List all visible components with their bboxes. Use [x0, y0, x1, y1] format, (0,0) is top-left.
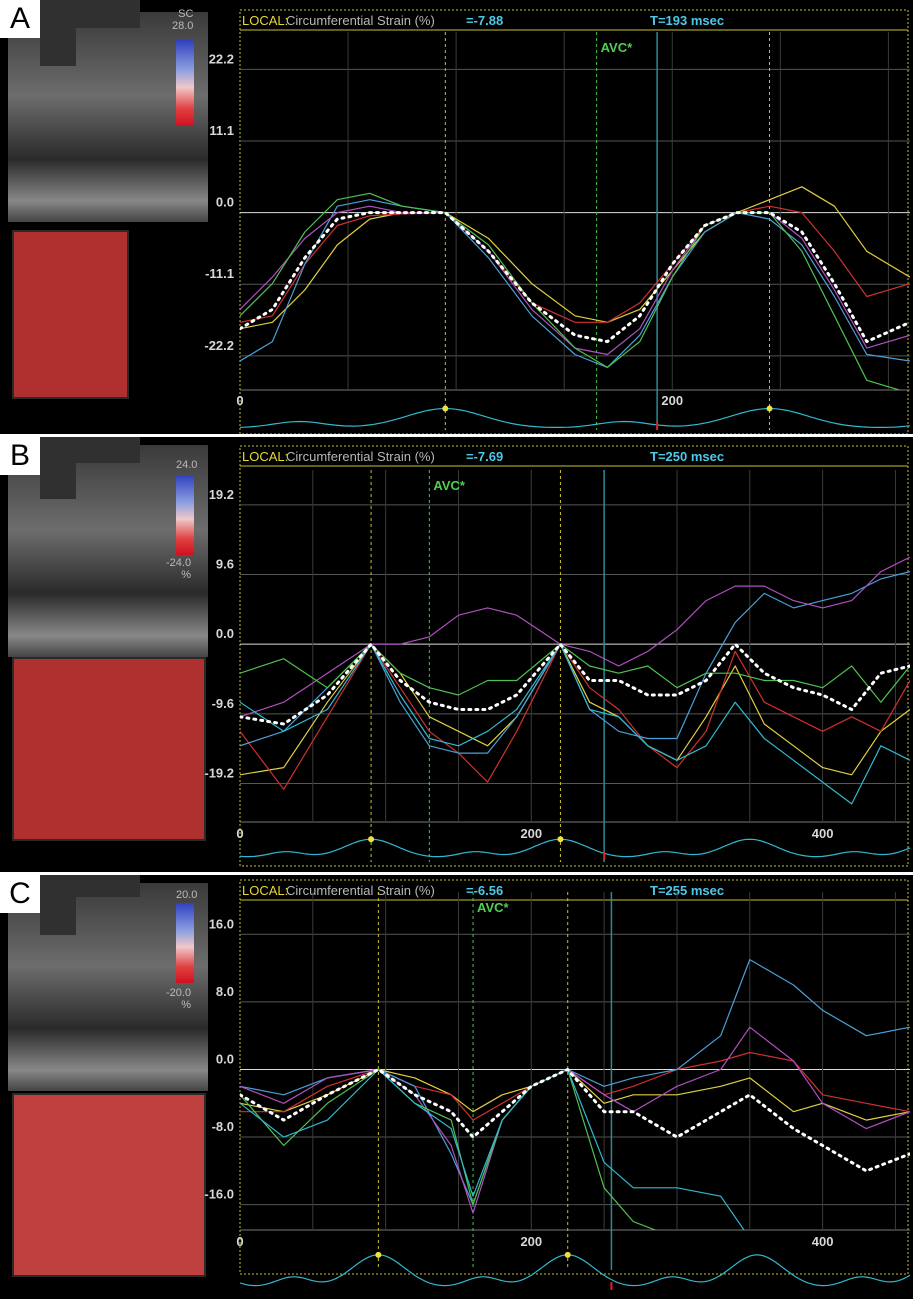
y-tick-label: -11.1 [205, 266, 234, 281]
plot-frame [239, 899, 909, 1275]
mmode-image [12, 657, 206, 841]
y-tick-label: 8.0 [216, 984, 234, 999]
header-title: Circumferential Strain (%) [286, 13, 435, 28]
header-value: =-7.88 [466, 13, 503, 28]
y-tick-label: 9.6 [216, 557, 234, 572]
avc-label: AVC* [477, 900, 509, 915]
ecg-marker-dot [766, 405, 773, 412]
header-title: Circumferential Strain (%) [286, 449, 435, 464]
panel-label: A [0, 0, 40, 38]
ecg-marker-dot [557, 836, 564, 843]
header-value: =-7.69 [466, 449, 503, 464]
avc-label: AVC* [601, 40, 633, 55]
y-tick-label: 11.1 [209, 123, 234, 138]
panel-label: C [0, 875, 40, 913]
plot-frame [239, 465, 909, 867]
scale-bottom-label: -20.0 % [166, 987, 192, 1011]
panel-b: B 24.0 -24.0 % LOCAL: Circumferential Str… [0, 437, 913, 872]
x-tick-label: 0 [236, 826, 243, 841]
ecg-trace [239, 838, 911, 858]
y-tick-label: -16.0 [204, 1187, 234, 1202]
segment-strain-line [240, 205, 910, 323]
y-tick-label: -9.6 [212, 696, 234, 711]
y-tick-label: 0.0 [216, 1051, 234, 1066]
scale-top-label: 20.0 [176, 889, 198, 901]
segment-strain-line [240, 643, 910, 790]
segment-strain-line [240, 1068, 657, 1230]
y-tick-label: 0.0 [216, 195, 234, 210]
segment-strain-line [240, 192, 902, 390]
color-scale [176, 903, 194, 983]
panel-label: B [0, 437, 40, 475]
mmode-image [12, 230, 129, 399]
x-tick-label: 200 [520, 826, 542, 841]
scale-top-label: SC 28.0 [172, 8, 194, 32]
y-tick-label: -8.0 [212, 1119, 234, 1134]
plot-frame [239, 29, 909, 434]
ecg-marker-dot [368, 836, 375, 843]
segment-strain-line [240, 199, 910, 368]
segment-strain-line [240, 643, 910, 805]
segment-strain-line [240, 205, 910, 356]
segment-strain-line [240, 643, 910, 703]
header-prefix: LOCAL: [242, 449, 288, 464]
scale-top-label: 24.0 [176, 459, 198, 471]
ecg-marker-dot [564, 1251, 571, 1258]
time-label: T=255 msec [650, 883, 724, 898]
panel-tab [40, 463, 76, 499]
segment-strain-line [240, 556, 910, 718]
panel-tab [40, 28, 76, 66]
panel-a: A SC 28.0 LOCAL: Circumferential Strain (… [0, 0, 913, 434]
x-tick-label: 400 [812, 1234, 834, 1249]
y-tick-label: -19.2 [204, 766, 234, 781]
y-tick-label: 16.0 [209, 916, 234, 931]
header-value: =-6.56 [466, 883, 503, 898]
y-tick-label: 0.0 [216, 626, 234, 641]
scale-bottom-label: -24.0 % [166, 557, 192, 581]
x-tick-label: 400 [812, 826, 834, 841]
panel-tab [40, 897, 76, 935]
y-tick-label: 19.2 [209, 487, 234, 502]
panel-c: C 20.0 -20.0 % LOCAL: Circumferential Str… [0, 875, 913, 1299]
header-prefix: LOCAL: [242, 883, 288, 898]
color-scale [176, 40, 194, 126]
x-tick-label: 200 [661, 393, 683, 408]
strain-chart: LOCAL:Circumferential Strain (%) =-7.88 T=… [204, 9, 911, 434]
segment-strain-line [240, 1026, 910, 1214]
mmode-image [12, 1093, 206, 1277]
average-strain-line [240, 211, 910, 344]
average-strain-line [240, 642, 910, 726]
panel-separator [0, 434, 913, 437]
x-tick-label: 200 [520, 1234, 542, 1249]
ecg-marker-dot [375, 1251, 382, 1258]
segment-strain-line [240, 186, 910, 330]
avc-label: AVC* [433, 478, 465, 493]
y-tick-label: 22.2 [209, 51, 234, 66]
color-scale [176, 475, 194, 555]
ecg-trace [239, 408, 911, 428]
segment-strain-line [240, 1051, 910, 1121]
x-tick-label: 0 [236, 393, 243, 408]
header-title: Circumferential Strain (%) [286, 883, 435, 898]
time-label: T=250 msec [650, 449, 724, 464]
ecg-trace [239, 1254, 911, 1287]
time-label: T=193 msec [650, 13, 724, 28]
x-tick-label: 0 [236, 1234, 243, 1249]
average-strain-line [240, 1068, 910, 1173]
y-tick-label: -22.2 [204, 338, 234, 353]
header-prefix: LOCAL: [242, 13, 288, 28]
strain-chart: LOCAL:Circumferential Strain (%) =-6.56 T=… [204, 879, 911, 1290]
panel-separator [0, 872, 913, 875]
ecg-marker-dot [442, 405, 449, 412]
strain-chart: LOCAL:Circumferential Strain (%) =-7.69 T=… [204, 445, 911, 867]
